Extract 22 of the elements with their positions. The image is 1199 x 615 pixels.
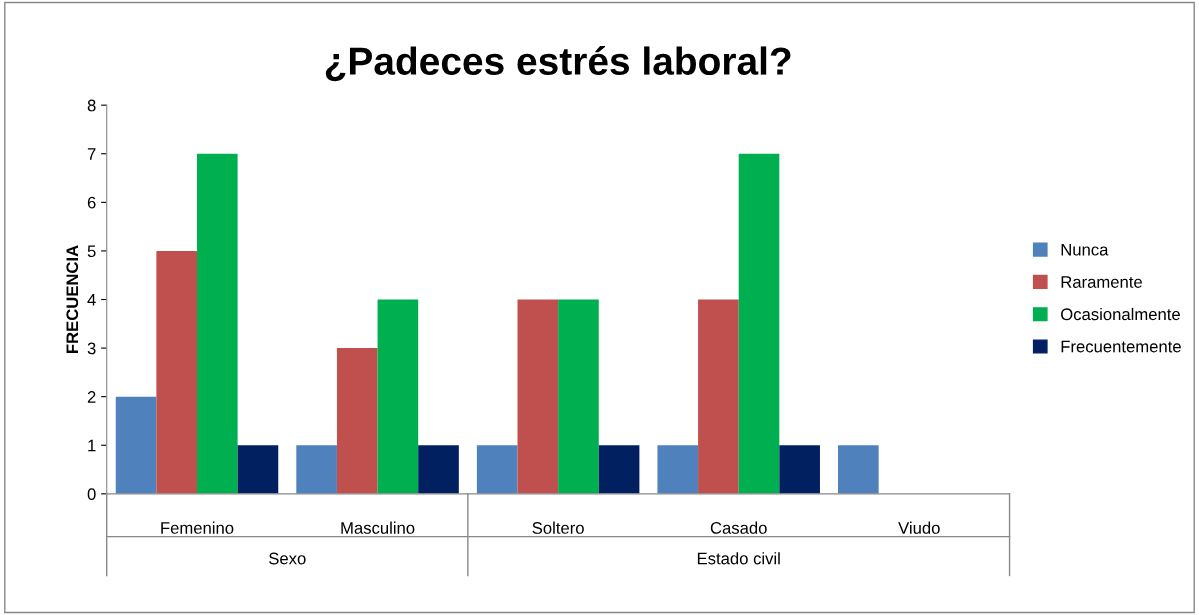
text: Sexo [269,552,306,565]
legend-label: Nunca [1061,243,1109,256]
chart-title: ¿Padeces estrés laboral? [325,46,791,82]
legend-label: Ocasionalmente [1061,307,1180,321]
x-tick-label: Femenino [161,521,234,534]
text: Estado civil [697,552,780,565]
legend-label: Raramente [1061,276,1142,288]
x-tick-label: Soltero [532,521,584,534]
y-tick-label: 0 [87,488,96,501]
y-tick-label: 2 [87,391,96,403]
y-tick-label: 8 [87,99,96,112]
y-tick-label: 3 [87,342,96,355]
y-tick-label: 7 [87,148,96,160]
legend-label: Frecuentemente [1061,340,1181,353]
x-tick-label: Casado [710,521,767,534]
y-tick-label: 4 [87,294,96,306]
y-tick-label: 6 [87,196,96,209]
x-tick-label: Viudo [898,521,940,534]
y-axis-title: FRECUENCIA [66,245,79,354]
y-tick-label: 1 [88,439,96,452]
y-tick-label: 5 [87,245,96,258]
x-tick-label: Masculino [341,521,415,534]
